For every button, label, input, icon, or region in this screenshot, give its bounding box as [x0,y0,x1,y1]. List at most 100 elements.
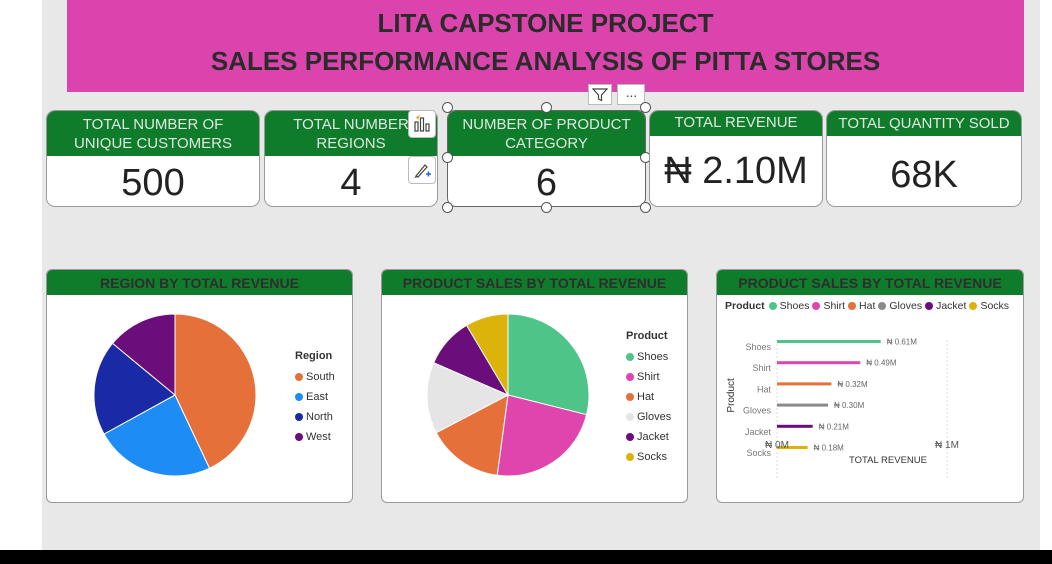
region-legend: Region South East North West [295,350,335,447]
card-total-revenue[interactable]: TOTAL REVENUE ₦ 2.10M [649,110,823,207]
legend-item-south[interactable]: South [295,367,335,387]
region-revenue-panel[interactable]: REGION BY TOTAL REVENUE Region South Eas… [46,269,353,503]
legend-label: South [306,371,335,383]
legend-item-east[interactable]: East [295,387,335,407]
legend-label: Hat [637,391,655,403]
legend-label: East [306,391,329,403]
resize-handle[interactable] [541,202,552,213]
legend-item-jacket[interactable]: Jacket [626,427,671,447]
card-unique-customers[interactable]: TOTAL NUMBER OF UNIQUE CUSTOMERS 500 [46,110,260,207]
legend-swatch [626,433,634,441]
legend-title: Region [295,350,333,362]
legend-title: Product [725,300,765,312]
card-value: 4 [340,162,362,204]
card-value: 500 [121,162,185,204]
legend-item-hat[interactable]: Hat [848,300,875,312]
legend-item-gloves[interactable]: Gloves [878,300,922,312]
y-tick-label: Hat [757,384,772,394]
product-pie-panel[interactable]: PRODUCT SALES BY TOTAL REVENUE Product S… [381,269,688,503]
region-pie-chart[interactable] [47,295,352,502]
resize-handle[interactable] [442,202,453,213]
resize-handle[interactable] [640,202,651,213]
legend-label: Shirt [637,371,660,383]
legend-item-shoes[interactable]: Shoes [768,300,810,312]
legend-label: Jacket [637,431,669,443]
legend-swatch [878,302,887,310]
legend-item-socks[interactable]: Socks [626,447,671,467]
product-bar-chart[interactable]: Shoes ₦ 0.61M Shirt ₦ 0.49M Hat ₦ 0.32M Gloves… [717,320,1023,500]
data-label: ₦ 0.18M [814,444,845,453]
bar-socks[interactable] [777,446,808,449]
build-visual-icon[interactable] [408,110,436,138]
pie-slice-gloves[interactable] [426,362,510,434]
bar-gloves[interactable] [777,403,828,407]
card-value: ₦ 2.10M [664,150,808,192]
data-label: ₦ 0.32M [837,380,868,389]
bar-shoes[interactable] [777,340,881,343]
pie-slice-socks[interactable] [465,313,509,397]
card-label-line2: CATEGORY [505,135,588,152]
legend-item-shoes[interactable]: Shoes [626,347,671,367]
legend-item-shirt[interactable]: Shirt [812,300,845,312]
pie-slice-north[interactable] [93,342,176,435]
legend-label: Gloves [637,411,672,423]
pie-slice-west[interactable] [111,313,176,397]
x-axis-label: TOTAL REVENUE [849,455,927,466]
legend-label: Jacket [936,300,967,312]
pie-slice-south[interactable] [174,313,257,469]
pie-slice-shirt[interactable] [496,394,588,477]
chart-title: REGION BY TOTAL REVENUE [47,270,352,295]
legend-swatch [626,373,634,381]
pie-slice-shoes[interactable] [507,313,590,416]
bar-jacket[interactable] [777,424,813,428]
bar-hat[interactable] [777,382,832,386]
resize-handle[interactable] [442,102,453,113]
card-label-line1: TOTAL QUANTITY SOLD [838,115,1010,132]
y-tick-label: Socks [746,448,771,458]
legend-label: Hat [859,300,876,312]
legend-item-hat[interactable]: Hat [626,387,671,407]
card-caption: NUMBER OF PRODUCT CATEGORY [448,111,645,156]
legend-swatch [848,302,857,310]
bar-legend: Product Shoes Shirt Hat Gloves Jacket So… [725,300,1012,312]
card-product-category[interactable]: NUMBER OF PRODUCT CATEGORY 6 [447,110,646,207]
bar-shirt[interactable] [777,361,861,365]
card-label-line1: TOTAL NUMBER [293,116,409,133]
legend-swatch [969,302,978,310]
legend-swatch [768,302,777,310]
legend-item-jacket[interactable]: Jacket [925,300,966,312]
legend-label: Shoes [637,351,669,363]
legend-item-socks[interactable]: Socks [969,300,1009,312]
bottom-bar [0,550,1052,564]
resize-handle[interactable] [442,152,453,163]
legend-label: Gloves [889,300,923,312]
report-subtitle: SALES PERFORMANCE ANALYSIS OF PITTA STOR… [210,46,881,76]
product-bar-panel[interactable]: PRODUCT SALES BY TOTAL REVENUE Product S… [716,269,1024,503]
card-total-quantity-sold[interactable]: TOTAL QUANTITY SOLD 68K [826,110,1022,207]
legend-label: Shoes [779,300,810,312]
legend-swatch [626,393,634,401]
legend-item-north[interactable]: North [295,407,335,427]
legend-item-gloves[interactable]: Gloves [626,407,671,427]
product-legend: Product Shoes Shirt Hat Gloves Jacket So… [626,330,671,467]
y-tick-label: Jacket [745,427,772,437]
x-tick-label: ₦ 1M [935,440,959,451]
format-visual-icon[interactable] [408,156,436,184]
pie-slice-hat[interactable] [435,394,509,476]
legend-item-west[interactable]: West [295,427,335,447]
pie-slice-east[interactable] [103,394,211,477]
y-tick-label: Shoes [745,342,771,352]
legend-label: West [306,431,331,443]
resize-handle[interactable] [541,102,552,113]
filter-icon[interactable] [588,84,612,105]
more-options-button[interactable]: ··· [617,84,645,105]
legend-swatch [626,413,634,421]
legend-swatch [925,302,934,310]
legend-swatch [626,353,634,361]
data-label: ₦ 0.30M [834,401,865,410]
product-pie-chart[interactable] [382,295,687,502]
resize-handle[interactable] [640,102,651,113]
legend-item-shirt[interactable]: Shirt [626,367,671,387]
card-value: 68K [890,154,958,196]
more-options-label: ··· [625,86,638,103]
